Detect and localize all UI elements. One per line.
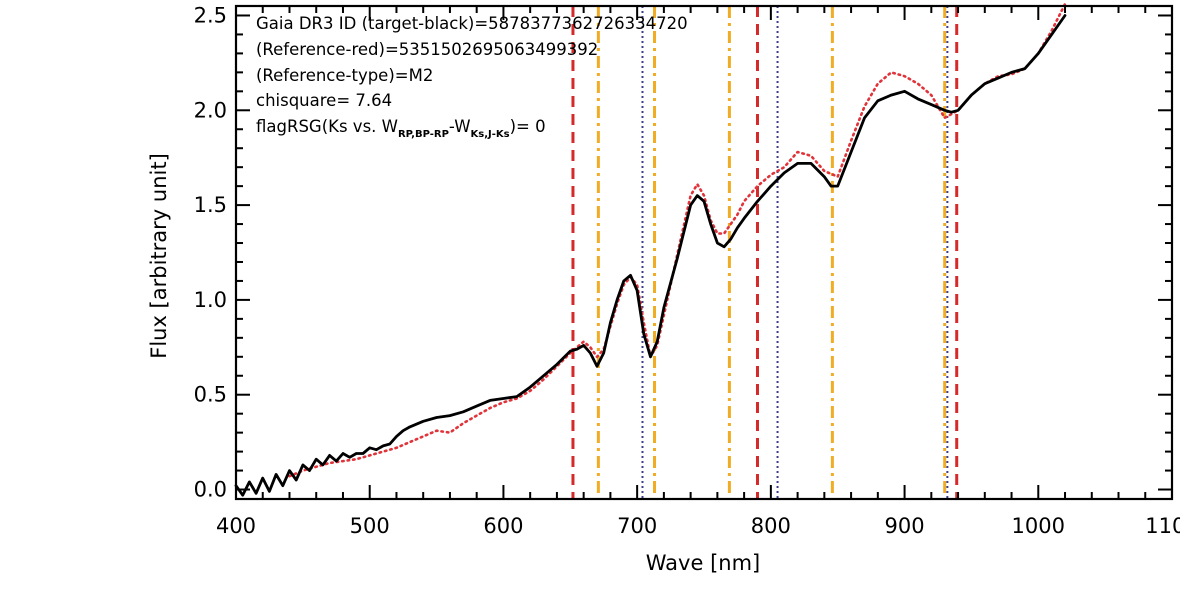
annotation-flag-rsg: flagRSG(Ks vs. WRP,BP-RP-WKs,J-Ks)= 0 — [256, 117, 546, 140]
annotation-gaia-id: Gaia DR3 ID (target-black)=5878377362726… — [256, 14, 688, 33]
x-tick-label: 500 — [350, 514, 390, 538]
reference-spectrum-line — [288, 2, 1067, 478]
x-tick-label: 900 — [885, 514, 925, 538]
y-tick-label: 2.5 — [194, 3, 227, 27]
target-spectrum-line — [234, 14, 1067, 497]
annotation-reference-type: (Reference-type)=M2 — [256, 66, 433, 85]
x-tick-label: 700 — [617, 514, 657, 538]
axis-ticks — [235, 6, 1173, 499]
y-tick-label: 0.0 — [194, 478, 227, 502]
x-tick-label: 800 — [751, 514, 791, 538]
x-axis-title: Wave [nm] — [646, 551, 760, 575]
series-layer — [234, 2, 1067, 497]
annotation-block: Gaia DR3 ID (target-black)=5878377362726… — [256, 14, 688, 140]
flag-rsg-mid: -W — [449, 117, 471, 136]
flag-rsg-suffix: )= 0 — [510, 117, 546, 136]
x-tick-label: 1000 — [1012, 514, 1065, 538]
flag-rsg-subscript-1: RP,BP-RP — [398, 129, 449, 140]
flag-rsg-subscript-2: Ks,J-Ks — [471, 129, 510, 140]
reference-lines — [571, 6, 959, 499]
x-tick-label: 600 — [483, 514, 523, 538]
annotation-reference-id: (Reference-red)=5351502695063499392 — [256, 40, 598, 59]
y-axis-title: Flux [arbitrary unit] — [147, 153, 171, 359]
annotation-chisquare: chisquare= 7.64 — [256, 91, 392, 110]
flag-rsg-prefix: flagRSG(Ks vs. W — [256, 117, 398, 136]
plot-frame — [234, 4, 1174, 501]
y-tick-label: 0.5 — [194, 383, 227, 407]
x-tick-label: 400 — [216, 514, 256, 538]
y-tick-label: 2.0 — [194, 98, 227, 122]
y-tick-label: 1.5 — [194, 193, 227, 217]
y-tick-label: 1.0 — [194, 288, 227, 312]
